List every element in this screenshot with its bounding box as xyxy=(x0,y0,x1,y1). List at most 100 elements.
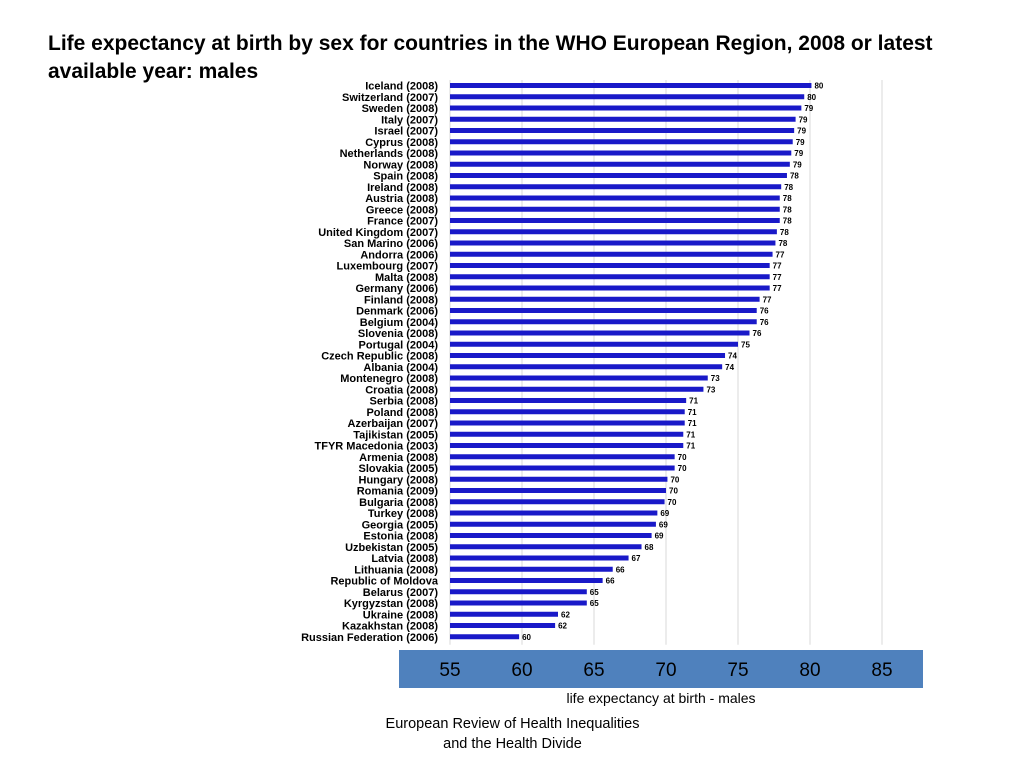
value-label: 79 xyxy=(797,127,806,136)
value-label: 71 xyxy=(689,397,698,406)
category-label: Ireland (2008) xyxy=(367,182,438,194)
category-label: Andorra (2006) xyxy=(360,249,438,261)
category-label: United Kingdom (2007) xyxy=(318,227,438,239)
value-labels: 8080797979797979787878787878787777777777… xyxy=(522,82,824,642)
value-label: 69 xyxy=(655,532,664,541)
category-label: San Marino (2006) xyxy=(344,238,438,250)
category-label: Turkey (2008) xyxy=(368,508,438,520)
category-label: Portugal (2004) xyxy=(359,339,439,351)
value-label: 66 xyxy=(616,565,625,574)
bar xyxy=(450,94,805,100)
value-label: 76 xyxy=(753,329,762,338)
bar xyxy=(450,240,776,246)
value-label: 60 xyxy=(522,633,531,642)
bar xyxy=(450,398,687,403)
x-tick-label: 80 xyxy=(799,660,820,681)
bar xyxy=(450,555,629,561)
category-label: Tajikistan (2005) xyxy=(353,429,438,441)
bar xyxy=(450,218,780,223)
bar xyxy=(450,229,777,235)
category-label: Republic of Moldova xyxy=(330,576,438,588)
category-label: Hungary (2008) xyxy=(359,474,439,486)
chart-title: Life expectancy at birth by sex for coun… xyxy=(48,32,933,83)
category-label: Italy (2007) xyxy=(381,114,438,126)
value-label: 78 xyxy=(790,172,799,181)
value-label: 76 xyxy=(760,318,769,327)
category-label: Belarus (2007) xyxy=(363,587,439,599)
category-label: Israel (2007) xyxy=(374,126,438,138)
value-label: 78 xyxy=(783,217,792,226)
category-label: Montenegro (2008) xyxy=(340,373,438,385)
bar xyxy=(450,184,782,190)
bar xyxy=(450,476,668,482)
bar xyxy=(450,195,780,201)
value-label: 69 xyxy=(659,520,668,529)
value-label: 77 xyxy=(773,273,782,282)
category-label: Norway (2008) xyxy=(363,159,438,171)
value-label: 71 xyxy=(688,419,697,428)
value-label: 65 xyxy=(590,599,599,608)
bar xyxy=(450,386,704,392)
category-label: Germany (2006) xyxy=(355,283,438,295)
value-label: 79 xyxy=(794,149,803,158)
x-axis-tick-labels: 55 60 65 70 75 80 85 xyxy=(439,660,892,681)
category-label: Malta (2008) xyxy=(375,272,438,284)
value-label: 78 xyxy=(783,205,792,214)
value-label: 77 xyxy=(776,250,785,259)
bar xyxy=(450,600,587,606)
x-tick-label: 85 xyxy=(871,660,892,681)
value-label: 79 xyxy=(796,138,805,147)
category-label: Georgia (2005) xyxy=(362,519,439,531)
value-label: 74 xyxy=(725,363,734,372)
bar xyxy=(450,634,520,640)
category-label: Denmark (2006) xyxy=(356,306,438,318)
value-label: 78 xyxy=(778,239,787,248)
category-label: Sweden (2008) xyxy=(362,103,439,115)
value-label: 80 xyxy=(814,82,823,91)
x-tick-label: 55 xyxy=(439,660,460,681)
value-label: 73 xyxy=(706,385,715,394)
value-label: 68 xyxy=(645,543,654,552)
category-label: Kazakhstan (2008) xyxy=(342,621,438,633)
category-label: Romania (2009) xyxy=(357,486,439,498)
bar xyxy=(450,499,665,505)
value-label: 62 xyxy=(561,610,570,619)
value-label: 80 xyxy=(807,93,816,102)
value-label: 71 xyxy=(686,442,695,451)
bar xyxy=(450,251,773,257)
category-label: Cyprus (2008) xyxy=(365,137,438,149)
category-label: Belgium (2004) xyxy=(360,317,439,329)
value-label: 77 xyxy=(763,295,772,304)
category-label: Lithuania (2008) xyxy=(354,564,438,576)
value-label: 70 xyxy=(678,464,687,473)
bar xyxy=(450,488,666,493)
category-label: Slovakia (2005) xyxy=(359,463,439,475)
bar xyxy=(450,364,723,370)
bar xyxy=(450,319,757,325)
value-label: 77 xyxy=(773,284,782,293)
bar xyxy=(450,116,796,122)
category-label: Russian Federation (2006) xyxy=(301,632,438,644)
value-label: 78 xyxy=(783,194,792,203)
category-label: Netherlands (2008) xyxy=(340,148,439,160)
category-label: Finland (2008) xyxy=(364,294,438,306)
x-tick-label: 60 xyxy=(511,660,532,681)
category-label: Switzerland (2007) xyxy=(342,92,438,104)
bar xyxy=(450,285,770,291)
value-label: 69 xyxy=(660,509,669,518)
value-label: 65 xyxy=(590,588,599,597)
bar xyxy=(450,341,738,347)
value-label: 78 xyxy=(780,228,789,237)
x-tick-label: 65 xyxy=(583,660,604,681)
value-label: 62 xyxy=(558,622,567,631)
bar xyxy=(450,566,613,572)
x-axis-band xyxy=(399,650,923,688)
bar xyxy=(450,296,760,302)
category-label: Bulgaria (2008) xyxy=(359,497,438,509)
value-label: 79 xyxy=(804,104,813,113)
bar xyxy=(450,353,726,358)
bar xyxy=(450,611,558,617)
bar xyxy=(450,83,812,88)
category-label: Albania (2004) xyxy=(363,362,438,374)
